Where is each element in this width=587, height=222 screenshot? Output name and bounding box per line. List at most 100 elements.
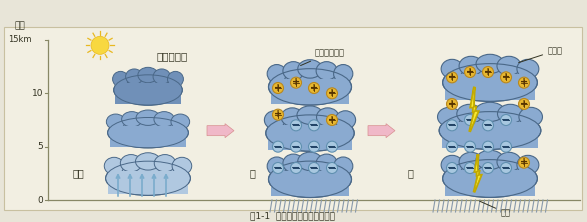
Ellipse shape [316,154,337,172]
Ellipse shape [519,107,542,127]
Ellipse shape [298,152,322,170]
Circle shape [326,115,338,125]
Ellipse shape [113,71,129,87]
Ellipse shape [475,102,505,121]
Circle shape [501,141,511,152]
Circle shape [91,36,109,54]
FancyBboxPatch shape [116,83,181,88]
Ellipse shape [266,115,354,151]
Ellipse shape [136,110,160,125]
Circle shape [464,67,475,77]
Ellipse shape [497,56,521,75]
Text: 雷雲の発生: 雷雲の発生 [156,51,188,61]
Text: 落雷: 落雷 [480,201,511,217]
Circle shape [291,141,302,152]
Circle shape [309,141,319,152]
Ellipse shape [126,69,143,84]
Ellipse shape [106,114,125,129]
Ellipse shape [459,56,483,75]
Ellipse shape [298,60,322,78]
FancyBboxPatch shape [268,131,352,150]
Ellipse shape [138,67,158,83]
FancyBboxPatch shape [445,74,535,80]
Ellipse shape [107,117,188,148]
Ellipse shape [476,150,504,169]
Text: −: − [447,120,457,130]
FancyBboxPatch shape [442,122,538,128]
Text: −: − [501,163,511,173]
Ellipse shape [153,69,170,84]
Text: −: − [501,115,511,125]
Text: −: − [465,163,475,173]
Text: +: + [274,109,282,119]
Text: 図1-1  雷雲の発生と電荷の分布: 図1-1 雷雲の発生と電荷の分布 [251,212,336,220]
Circle shape [501,115,511,125]
Circle shape [272,163,284,174]
Ellipse shape [335,111,356,129]
Ellipse shape [316,108,339,126]
Polygon shape [470,87,478,132]
Ellipse shape [167,71,183,87]
Circle shape [326,163,338,174]
FancyBboxPatch shape [271,84,349,104]
Ellipse shape [106,161,190,195]
Ellipse shape [171,114,190,129]
Circle shape [291,77,302,88]
Ellipse shape [476,54,504,73]
Circle shape [272,83,284,93]
FancyBboxPatch shape [442,128,538,148]
Circle shape [518,77,529,88]
Circle shape [309,83,319,93]
Text: −: − [483,142,492,152]
Text: −: − [274,163,283,173]
FancyBboxPatch shape [268,125,352,131]
Ellipse shape [136,153,160,170]
Ellipse shape [122,112,142,127]
Text: +: + [328,88,336,98]
Ellipse shape [497,152,521,171]
Circle shape [447,120,457,131]
Circle shape [272,141,284,152]
Text: −: − [447,142,457,152]
Text: 5: 5 [37,142,43,151]
Ellipse shape [441,155,463,174]
Text: +: + [520,77,528,87]
Text: −: − [465,142,475,152]
Circle shape [464,115,475,125]
Ellipse shape [517,59,539,79]
Polygon shape [470,87,478,132]
Text: −: − [447,163,457,173]
Circle shape [326,141,338,152]
Ellipse shape [457,104,483,123]
Text: 0: 0 [37,196,43,204]
Circle shape [483,120,494,131]
Text: 雨: 雨 [249,168,255,178]
Ellipse shape [172,157,192,175]
Text: −: − [483,163,492,173]
Circle shape [483,67,494,77]
FancyArrow shape [207,124,234,138]
Text: 電気（荷電）: 電気（荷電） [301,48,345,65]
Ellipse shape [264,111,285,129]
Circle shape [291,120,302,131]
Text: −: − [328,142,337,152]
Ellipse shape [443,64,537,101]
FancyBboxPatch shape [4,27,582,210]
Text: +: + [502,72,510,82]
Text: +: + [466,67,474,77]
Circle shape [326,88,338,99]
Circle shape [501,72,511,83]
Text: +: + [328,115,336,125]
FancyBboxPatch shape [271,177,349,196]
Ellipse shape [517,155,539,174]
Text: 雨: 雨 [407,168,413,178]
Circle shape [501,163,511,174]
Circle shape [447,99,457,109]
Text: −: − [309,163,319,173]
Text: +: + [274,83,282,93]
FancyBboxPatch shape [116,88,181,104]
FancyBboxPatch shape [271,79,349,84]
Ellipse shape [267,65,286,83]
Ellipse shape [439,112,541,149]
Ellipse shape [297,106,323,124]
